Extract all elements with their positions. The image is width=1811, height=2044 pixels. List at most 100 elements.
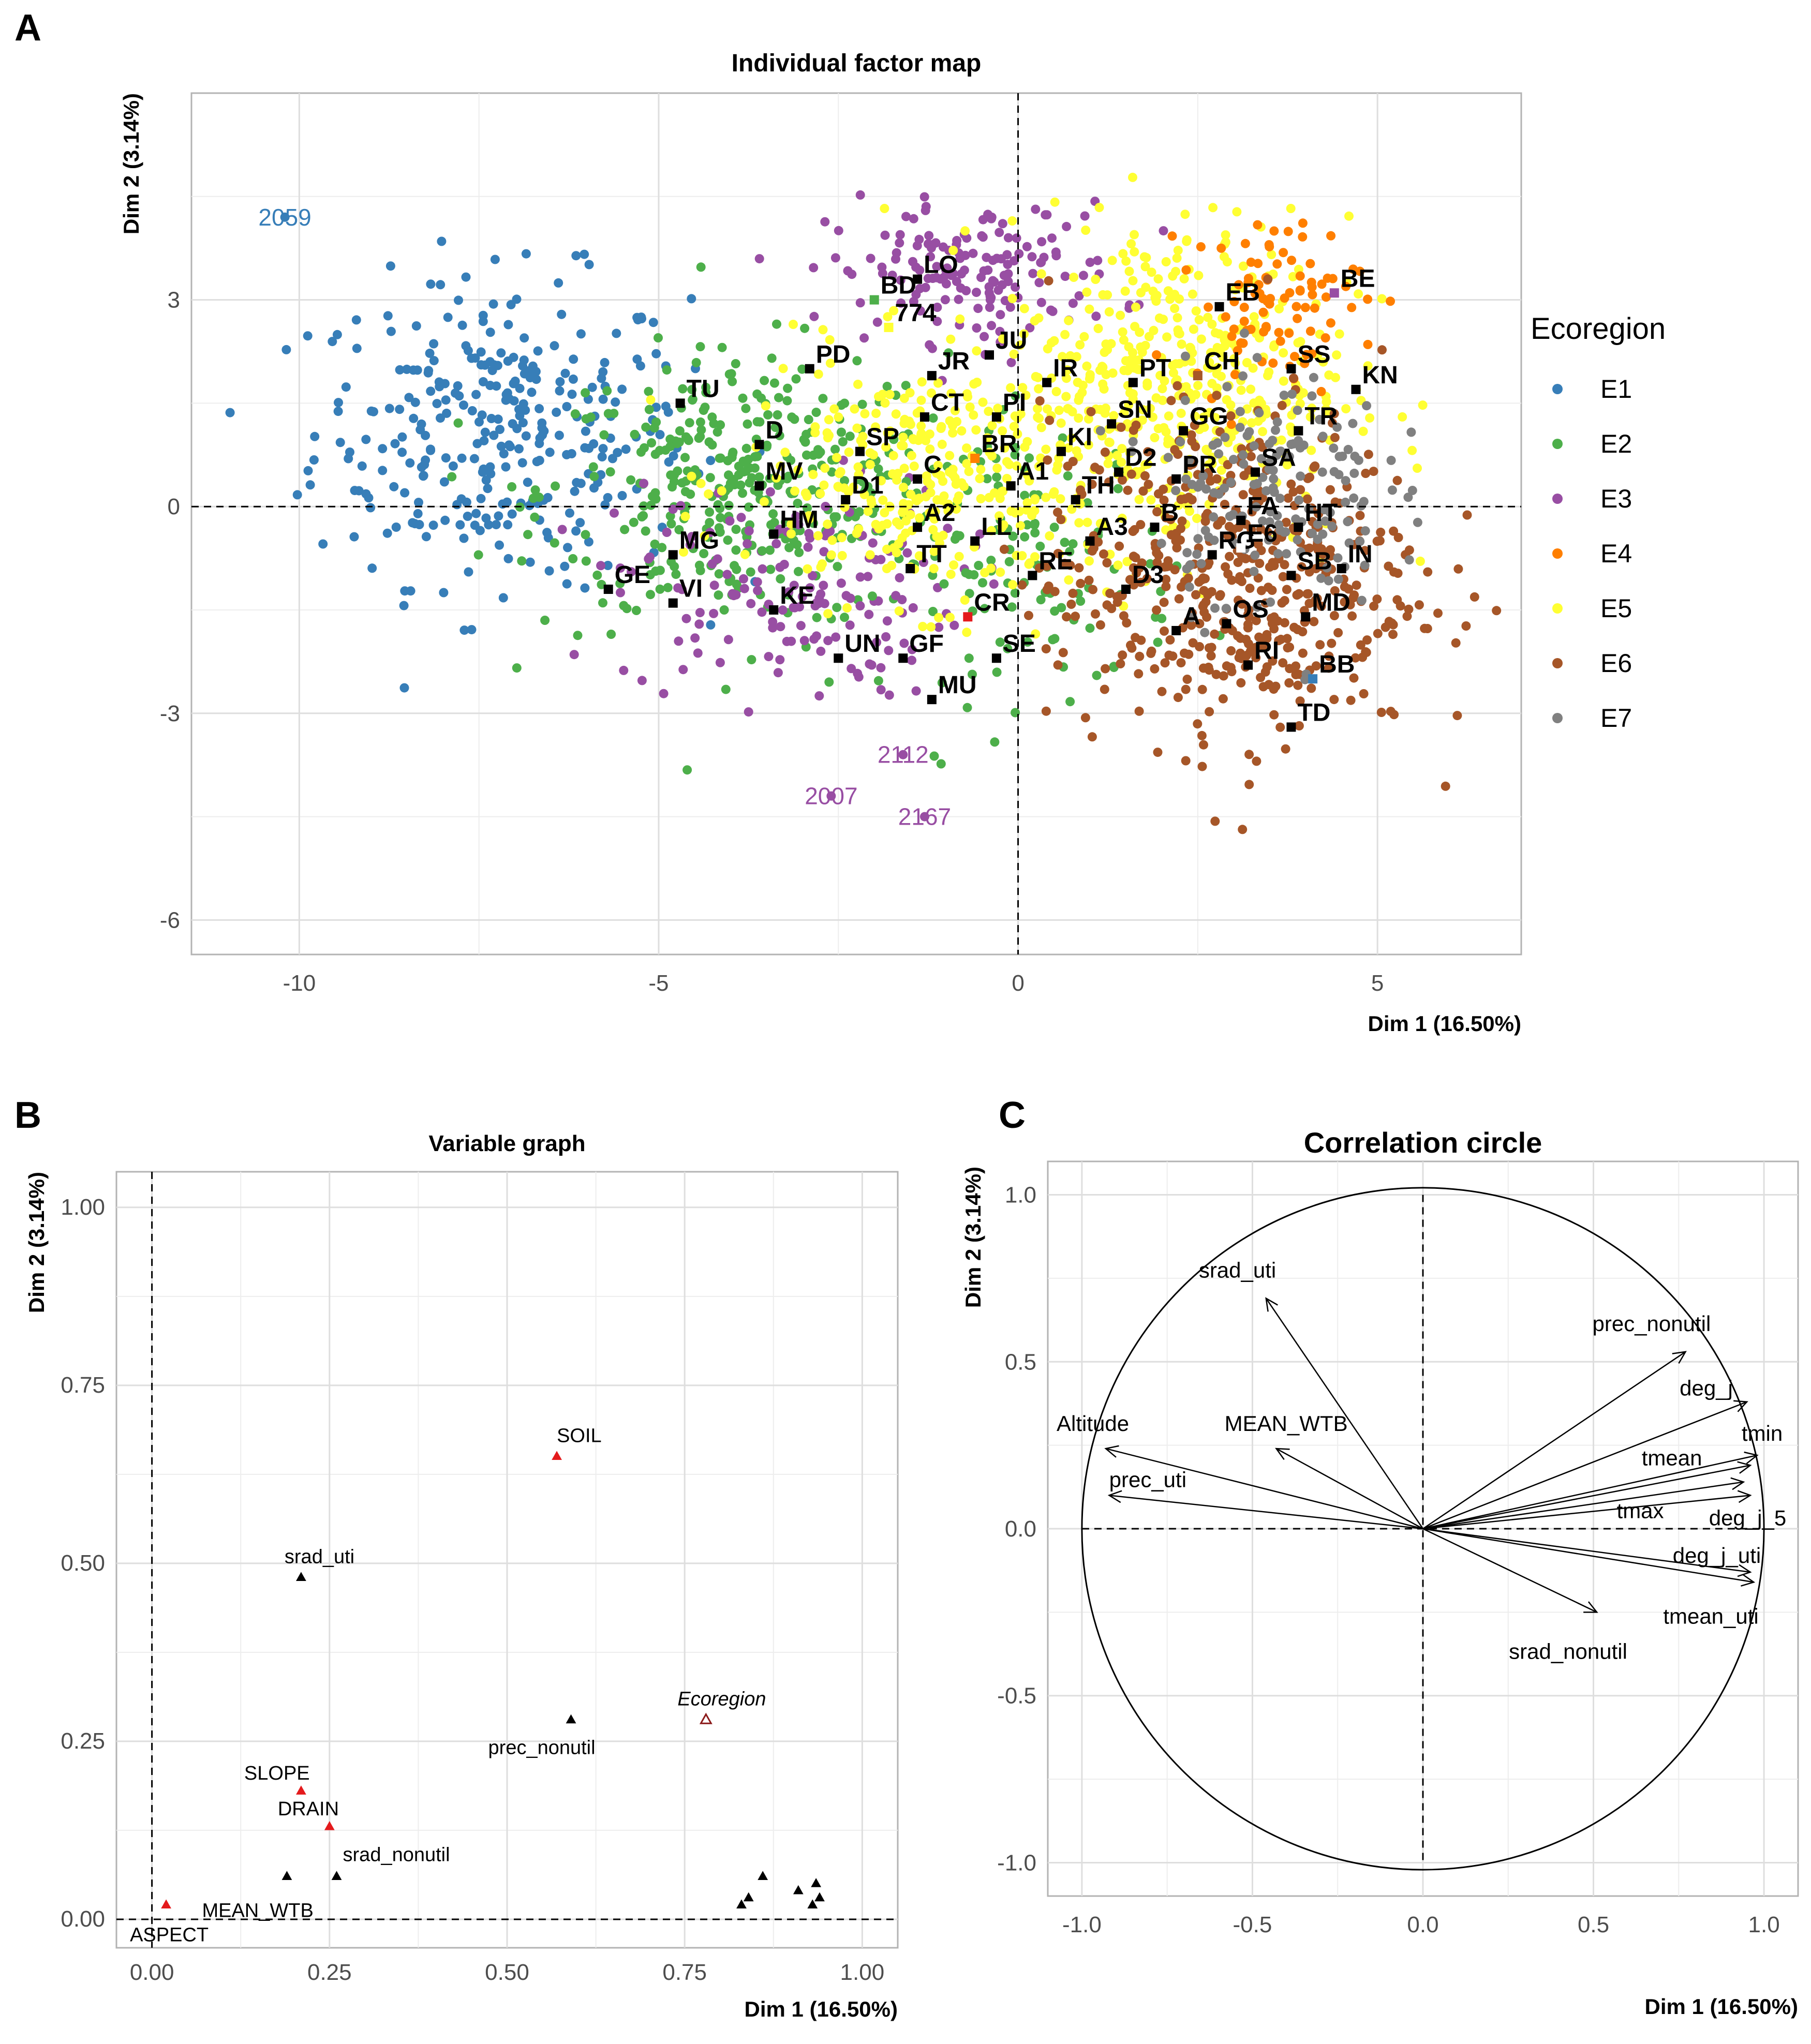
individual-point	[575, 518, 585, 528]
individual-point	[560, 368, 570, 378]
arrow-label: tmean	[1642, 1445, 1702, 1470]
individual-point	[825, 359, 835, 368]
centroid-marker	[834, 653, 843, 663]
individual-point	[1050, 197, 1060, 207]
individual-point	[1135, 651, 1145, 661]
individual-point	[1324, 651, 1334, 661]
individual-point	[1185, 560, 1195, 570]
individual-point	[1030, 495, 1040, 505]
individual-point	[402, 364, 412, 374]
individual-point	[459, 625, 469, 635]
individual-point	[1309, 617, 1319, 626]
individual-point	[867, 499, 877, 509]
y-tick-label: -6	[160, 907, 180, 933]
individual-point	[1215, 591, 1225, 601]
arrow-label: deg_j_5	[1709, 1505, 1786, 1530]
individual-point	[976, 494, 986, 503]
individual-point	[896, 275, 906, 285]
individual-point	[680, 453, 690, 462]
individual-point	[899, 638, 909, 648]
individual-point	[606, 630, 616, 639]
individual-point	[1099, 549, 1108, 559]
individual-point	[1098, 290, 1108, 300]
individual-point	[925, 340, 934, 350]
arrow-head	[1733, 1400, 1748, 1412]
individual-point	[1451, 638, 1461, 648]
individual-point	[1272, 511, 1282, 520]
individual-point	[907, 655, 917, 665]
centroid-marker	[1337, 564, 1346, 574]
individual-point	[882, 544, 892, 554]
individual-point	[906, 420, 915, 429]
variable-label: prec_nonutil	[488, 1737, 596, 1759]
individual-point	[1348, 419, 1358, 428]
individual-point	[459, 400, 468, 410]
individual-point	[639, 479, 649, 488]
individual-point	[662, 528, 672, 537]
individual-point	[770, 423, 780, 432]
individual-point	[1289, 374, 1298, 383]
individual-point	[1173, 693, 1183, 703]
individual-point	[1393, 533, 1403, 542]
individual-point	[1171, 486, 1181, 496]
individual-point	[1181, 265, 1191, 275]
individual-point	[1296, 547, 1305, 557]
individual-point	[409, 413, 419, 423]
x-axis-title: Dim 1 (16.50%)	[1368, 1011, 1521, 1036]
individual-point	[1005, 302, 1015, 312]
individual-point	[747, 473, 756, 483]
individual-point	[644, 386, 654, 396]
individual-point	[509, 396, 519, 406]
individual-point	[432, 399, 442, 409]
individual-point	[619, 601, 629, 610]
variable-label: Ecoregion	[677, 1689, 766, 1710]
individual-point	[895, 238, 904, 248]
centroid-label: LL	[981, 513, 1012, 541]
individual-point	[1244, 780, 1254, 789]
centroid-label: PT	[1139, 354, 1171, 382]
individual-point	[1226, 471, 1236, 481]
individual-point	[681, 614, 691, 623]
individual-point	[915, 306, 925, 316]
individual-point	[700, 531, 709, 541]
individual-point	[1201, 597, 1211, 607]
individual-point	[384, 404, 394, 413]
individual-point	[995, 326, 1005, 336]
individual-point	[1052, 465, 1062, 475]
individual-point	[1273, 549, 1283, 559]
variable-point	[161, 1899, 171, 1909]
individual-point	[676, 501, 686, 511]
individual-point	[1253, 416, 1263, 426]
individual-point	[1173, 325, 1183, 335]
chart-title: Individual factor map	[732, 50, 982, 77]
individual-point	[1293, 535, 1302, 545]
individual-point	[463, 512, 472, 521]
individual-point	[1350, 653, 1360, 663]
centroid-label: A3	[1096, 513, 1127, 541]
individual-point	[426, 279, 436, 289]
individual-point	[562, 579, 572, 589]
individual-point	[1041, 444, 1051, 454]
individual-point	[768, 509, 778, 519]
individual-point	[858, 477, 868, 487]
individual-point	[747, 655, 756, 665]
individual-point	[760, 376, 769, 385]
individual-point	[1196, 559, 1206, 569]
individual-point	[1036, 595, 1046, 605]
individual-point	[1275, 336, 1285, 346]
individual-point	[926, 252, 936, 262]
individual-point	[1204, 302, 1213, 312]
individual-point	[533, 346, 543, 356]
individual-point	[1221, 230, 1230, 240]
individual-point	[1322, 563, 1332, 573]
individual-point	[928, 525, 938, 534]
y-tick-label: -3	[160, 701, 180, 726]
individual-point	[962, 459, 972, 469]
arrow-label: tmin	[1742, 1421, 1783, 1445]
individual-point	[1085, 623, 1095, 633]
individual-point	[858, 431, 868, 441]
centroid-marker	[898, 653, 908, 663]
individual-point	[650, 539, 660, 549]
centroid-marker	[906, 564, 915, 574]
individual-point	[1176, 408, 1186, 418]
